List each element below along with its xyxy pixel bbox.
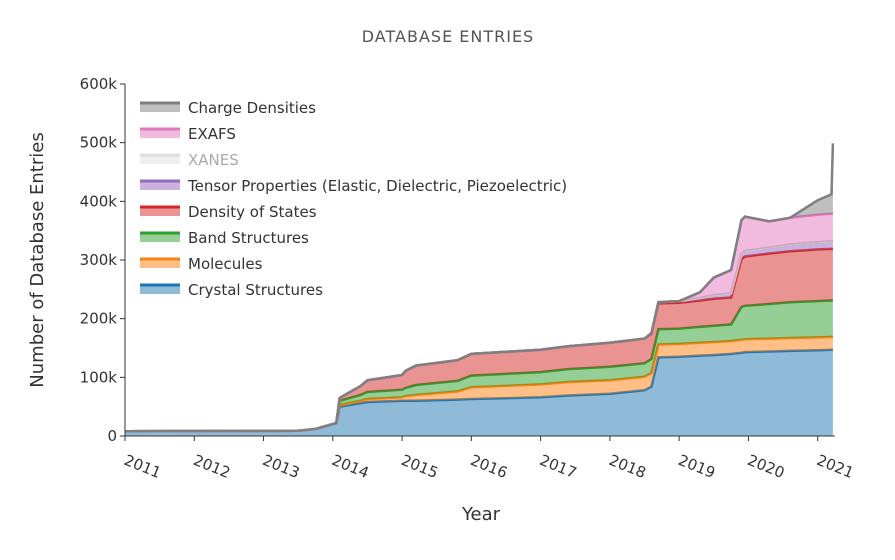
area-exafs bbox=[125, 213, 833, 432]
legend-label: Tensor Properties (Elastic, Dielectric, … bbox=[187, 177, 567, 195]
x-tick-label: 2012 bbox=[191, 451, 233, 482]
x-tick-label: 2015 bbox=[399, 451, 441, 482]
x-tick-label: 2011 bbox=[122, 451, 164, 482]
legend-item-exafs[interactable]: EXAFS bbox=[140, 125, 236, 143]
area-series-group bbox=[124, 143, 835, 436]
legend-label: Band Structures bbox=[188, 229, 309, 247]
y-axis-title: Number of Database Entries bbox=[27, 132, 48, 387]
y-tick-label: 500k bbox=[80, 134, 118, 152]
x-tick-label: 2016 bbox=[468, 451, 510, 482]
x-tick-label: 2013 bbox=[260, 451, 302, 482]
legend-swatch-fill bbox=[140, 155, 180, 164]
x-axis-title: Year bbox=[461, 504, 501, 525]
legend-label: Crystal Structures bbox=[188, 281, 323, 299]
y-tick-label: 0 bbox=[107, 427, 117, 445]
legend[interactable]: Charge Densities EXAFS XANES Tensor Propert… bbox=[140, 99, 567, 299]
legend-item-band-structures[interactable]: Band Structures bbox=[140, 229, 309, 247]
x-tick-label: 2021 bbox=[814, 451, 856, 482]
legend-swatch-fill bbox=[140, 285, 180, 294]
legend-item-tensor-properties-elastic-dielectric-piezoelectric[interactable]: Tensor Properties (Elastic, Dielectric, … bbox=[140, 177, 567, 195]
legend-item-xanes[interactable]: XANES bbox=[140, 151, 239, 169]
legend-swatch-fill bbox=[140, 129, 180, 138]
x-tick-label: 2019 bbox=[676, 451, 718, 482]
legend-label: Charge Densities bbox=[188, 99, 316, 117]
legend-item-molecules[interactable]: Molecules bbox=[140, 255, 263, 273]
y-tick-label: 600k bbox=[80, 75, 118, 93]
legend-label: Molecules bbox=[188, 255, 263, 273]
chart-title: DATABASE ENTRIES bbox=[362, 27, 534, 46]
legend-swatch-fill bbox=[140, 181, 180, 190]
area-molecules bbox=[125, 336, 833, 432]
legend-item-crystal-structures[interactable]: Crystal Structures bbox=[140, 281, 323, 299]
area-band-structures bbox=[125, 300, 833, 432]
legend-label: Density of States bbox=[188, 203, 317, 221]
area-density-of-states bbox=[125, 248, 833, 432]
x-tick-label: 2014 bbox=[329, 451, 371, 482]
legend-swatch-fill bbox=[140, 103, 180, 112]
x-tick-label: 2017 bbox=[537, 451, 579, 482]
line-charge-densities bbox=[124, 143, 835, 433]
legend-item-charge-densities[interactable]: Charge Densities bbox=[140, 99, 316, 117]
y-tick-label: 200k bbox=[80, 310, 118, 328]
y-tick-label: 100k bbox=[80, 368, 118, 386]
legend-swatch-fill bbox=[140, 233, 180, 242]
legend-swatch-fill bbox=[140, 259, 180, 268]
legend-swatch-fill bbox=[140, 207, 180, 216]
legend-item-density-of-states[interactable]: Density of States bbox=[140, 203, 317, 221]
y-tick-label: 400k bbox=[80, 192, 118, 210]
legend-label: EXAFS bbox=[188, 125, 236, 143]
x-tick-label: 2020 bbox=[745, 451, 787, 482]
legend-label: XANES bbox=[188, 151, 239, 169]
x-tick-label: 2018 bbox=[606, 451, 648, 482]
y-tick-label: 300k bbox=[80, 251, 118, 269]
